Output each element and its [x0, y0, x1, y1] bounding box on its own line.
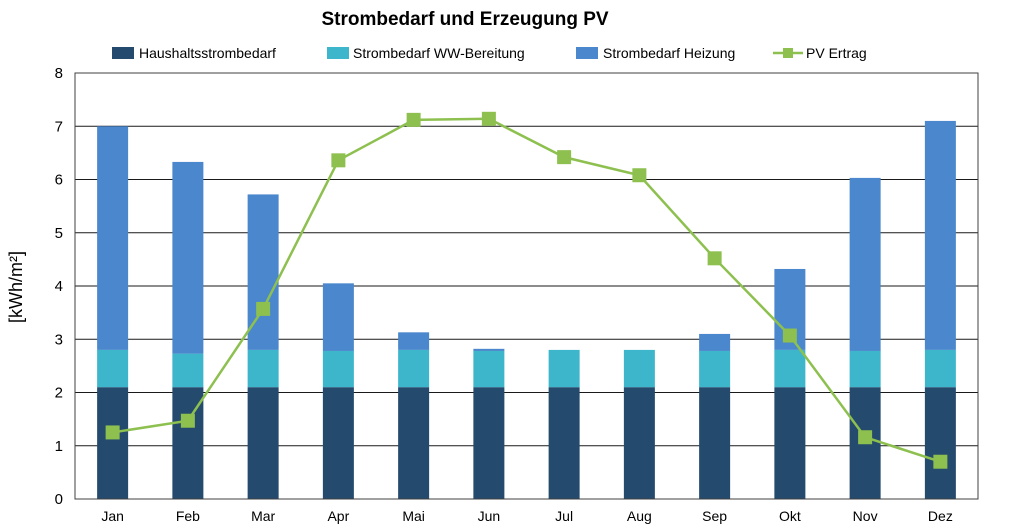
x-tick-labels: Jan Feb Mar Apr Mai Jun Jul Aug Sep Okt Nov Dez — [101, 508, 952, 524]
x-tick-label: Mar — [251, 508, 275, 524]
x-tick-label: Nov — [853, 508, 878, 524]
bar-ww — [699, 350, 731, 388]
pv-line — [112, 117, 941, 463]
bars — [97, 120, 956, 499]
y-tick-label: 4 — [55, 278, 63, 295]
legend-swatch-heizung — [576, 47, 598, 59]
legend-label-pv: PV Ertrag — [806, 45, 867, 61]
bar-heizung — [473, 348, 505, 351]
y-tick-label: 5 — [55, 225, 63, 242]
pv-point — [406, 112, 421, 127]
x-tick-label: Feb — [176, 508, 200, 524]
y-tick-label: 6 — [55, 172, 63, 189]
pv-point — [105, 425, 120, 440]
x-tick-label: Okt — [779, 508, 801, 524]
plot-frame — [74, 72, 979, 500]
pv-point — [858, 430, 873, 445]
bar-haushalt — [623, 387, 655, 499]
pv-point — [782, 328, 797, 343]
pv-point — [180, 413, 195, 428]
y-axis-title: [kWh/m²] — [6, 251, 26, 323]
chart-title: Strombedarf und Erzeugung PV — [321, 9, 608, 30]
bar-heizung — [924, 120, 956, 350]
x-tick-label: Jun — [478, 508, 501, 524]
bar-ww — [398, 349, 430, 388]
pv-point — [707, 251, 722, 266]
bar-ww — [97, 349, 129, 388]
bar-haushalt — [97, 387, 129, 499]
pv-point — [557, 150, 572, 165]
pv-point — [256, 301, 271, 316]
bar-heizung — [849, 177, 881, 351]
legend-swatch-ww — [327, 47, 349, 59]
pv-point — [481, 111, 496, 126]
legend: Haushaltsstrombedarf Strombedarf WW-Bere… — [112, 45, 867, 61]
legend-label-haushalt: Haushaltsstrombedarf — [139, 45, 276, 61]
bar-heizung — [97, 126, 129, 350]
bar-heizung — [172, 161, 204, 354]
x-tick-label: Sep — [702, 508, 727, 524]
bar-ww — [322, 350, 354, 388]
x-tick-label: Jan — [101, 508, 124, 524]
bar-ww — [473, 350, 505, 388]
bar-ww — [623, 349, 655, 388]
bar-heizung — [398, 332, 430, 350]
y-tick-label: 8 — [55, 65, 63, 82]
bar-haushalt — [699, 387, 731, 499]
bar-haushalt — [247, 387, 279, 499]
bar-heizung — [699, 333, 731, 351]
pv-point — [933, 454, 948, 469]
legend-marker-pv — [783, 48, 793, 58]
bar-ww — [774, 349, 806, 388]
legend-label-ww: Strombedarf WW-Bereitung — [353, 45, 525, 61]
bar-haushalt — [774, 387, 806, 499]
legend-swatch-haushalt — [112, 47, 134, 59]
y-tick-label: 3 — [55, 331, 63, 348]
bar-haushalt — [473, 387, 505, 499]
y-tick-label: 0 — [55, 491, 63, 508]
x-tick-label: Aug — [627, 508, 652, 524]
x-tick-label: Jul — [555, 508, 573, 524]
x-tick-label: Mai — [402, 508, 425, 524]
x-tick-label: Apr — [327, 508, 349, 524]
bar-ww — [172, 353, 204, 388]
bar-haushalt — [398, 387, 430, 499]
bar-haushalt — [322, 387, 354, 499]
y-tick-label: 1 — [55, 438, 63, 455]
y-tick-label: 7 — [55, 118, 63, 135]
pv-point — [632, 168, 647, 183]
x-tick-label: Dez — [928, 508, 953, 524]
y-tick-labels: 0 1 2 3 4 5 6 7 8 — [55, 65, 63, 508]
bar-ww — [849, 350, 881, 388]
bar-heizung — [322, 283, 354, 351]
bar-haushalt — [924, 387, 956, 499]
bar-ww — [548, 349, 580, 388]
bar-ww — [247, 349, 279, 388]
pv-line-series — [105, 111, 948, 469]
bar-haushalt — [548, 387, 580, 499]
legend-label-heizung: Strombedarf Heizung — [603, 45, 735, 61]
y-tick-label: 2 — [55, 385, 63, 402]
pv-point — [331, 153, 346, 168]
bar-ww — [924, 349, 956, 388]
